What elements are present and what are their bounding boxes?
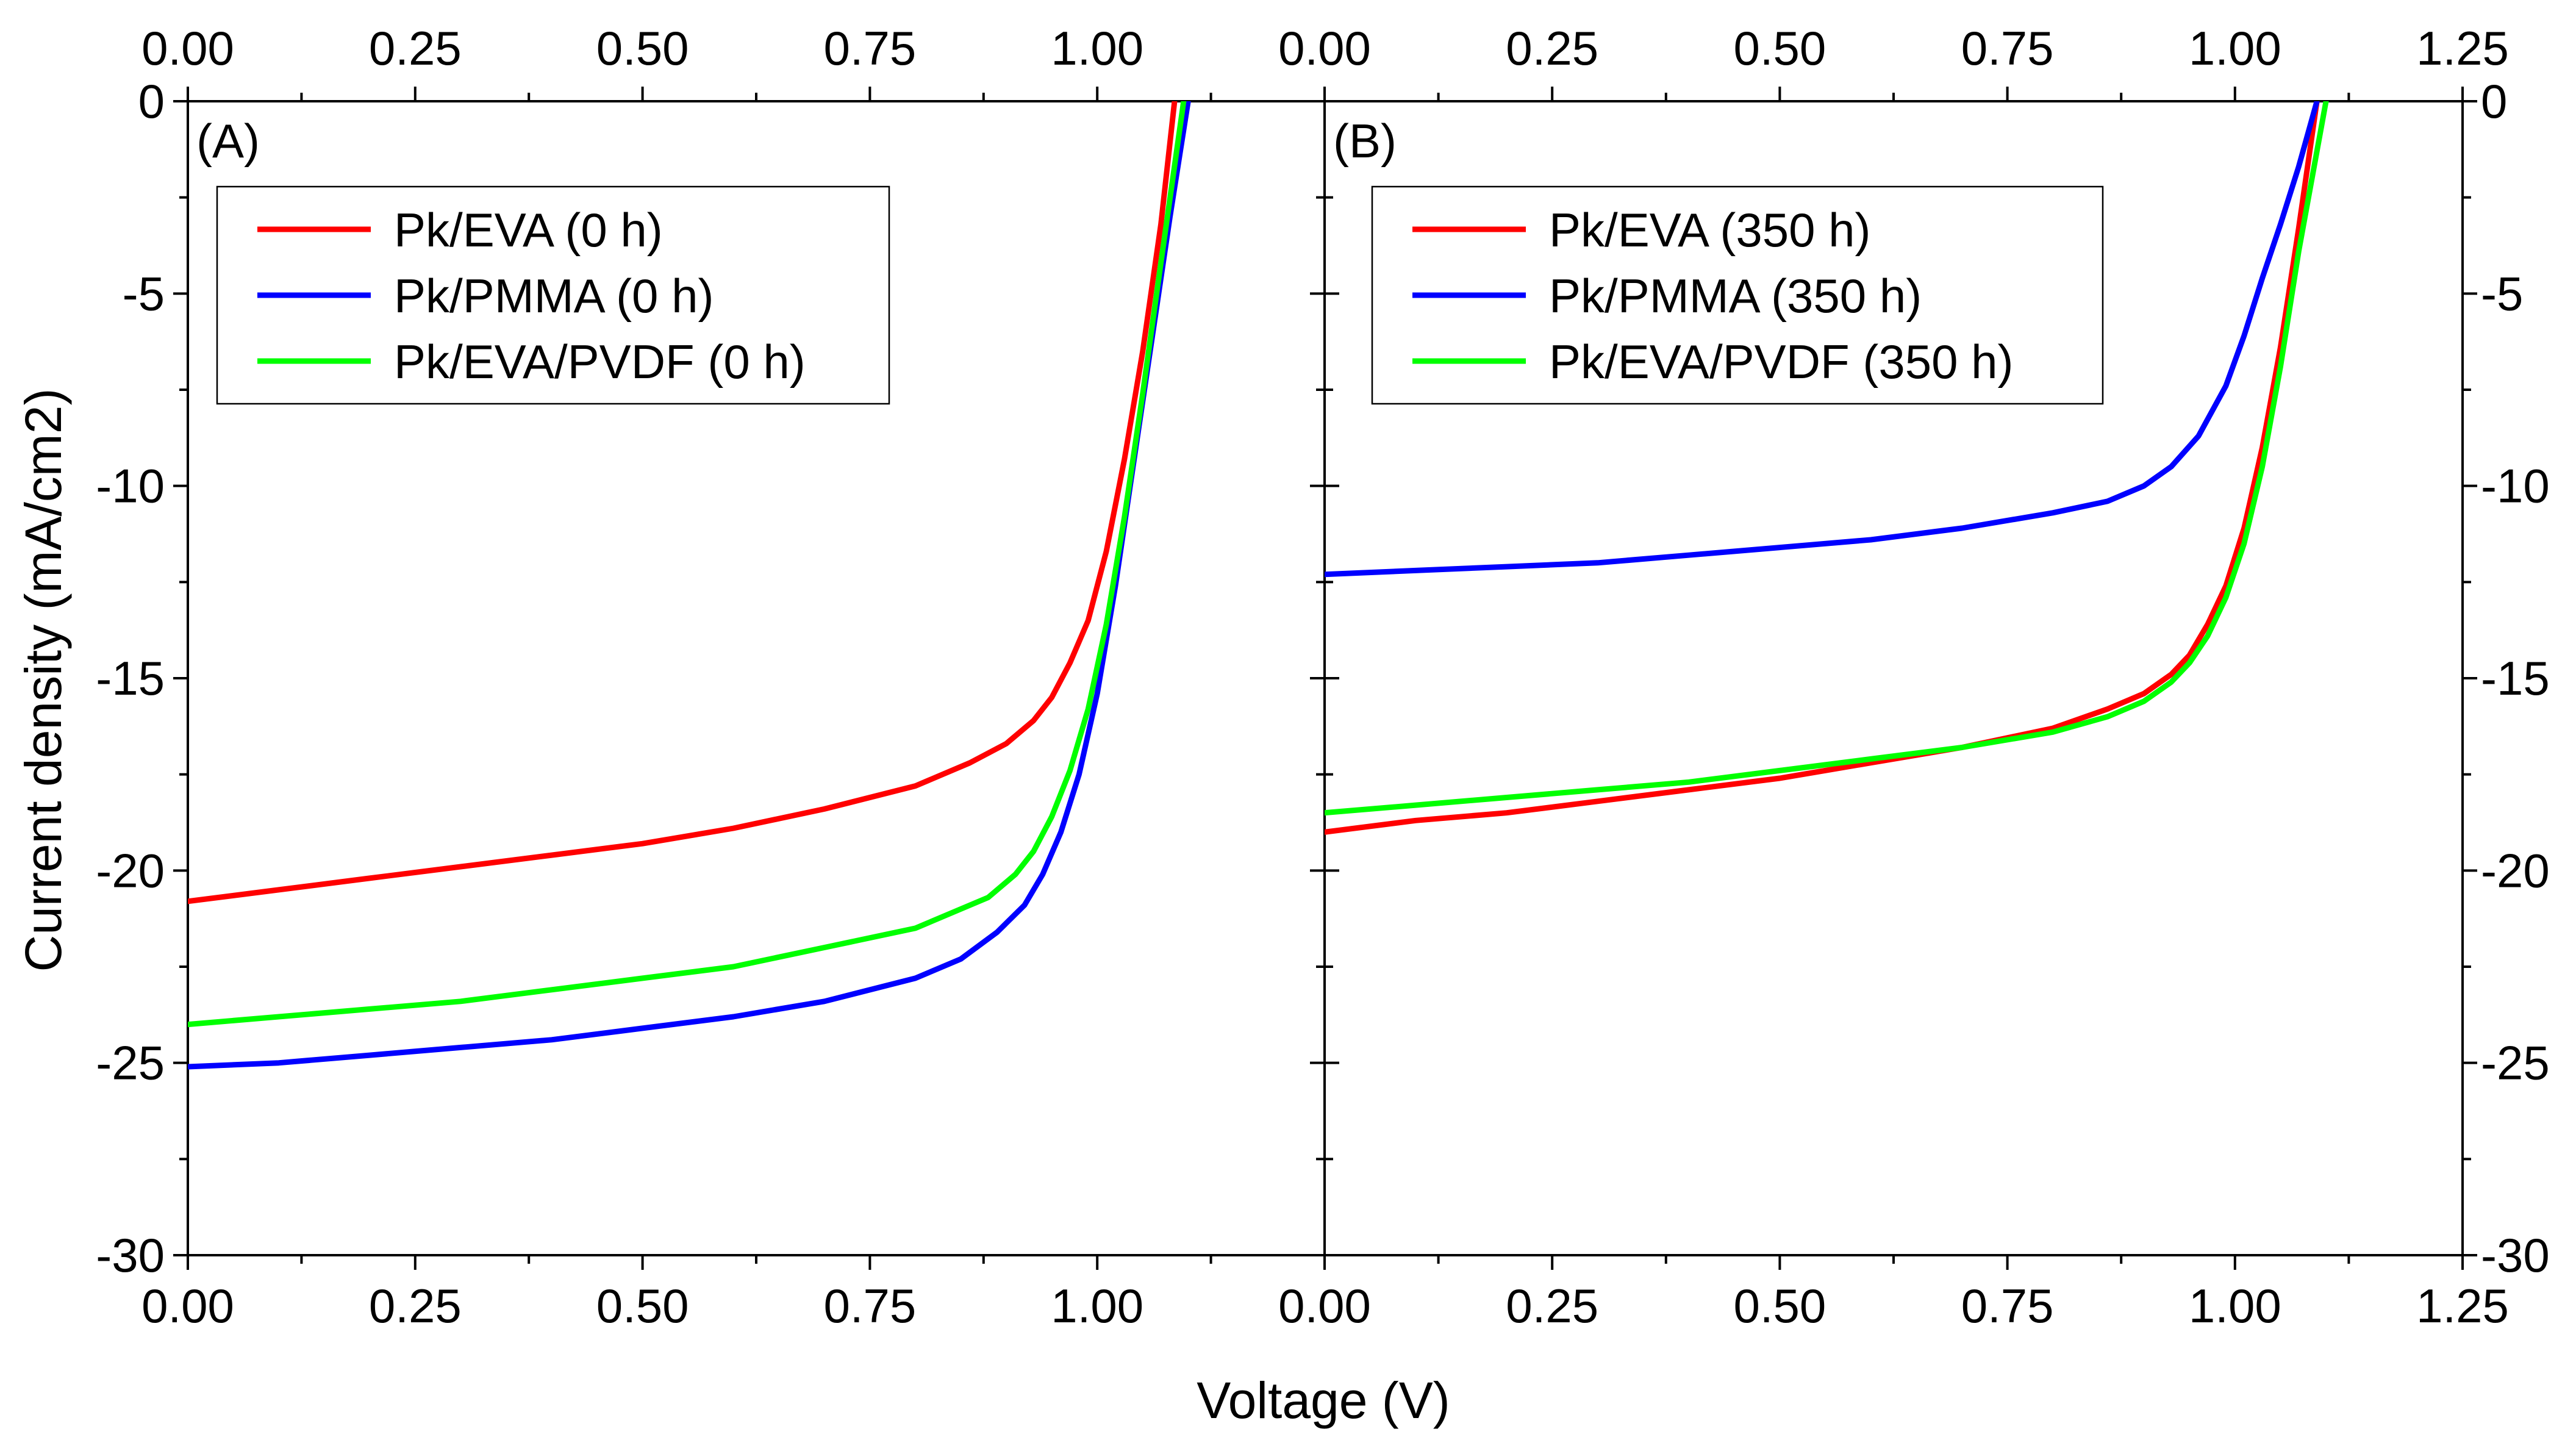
x-tick-label-top: 1.00	[2189, 21, 2281, 75]
x-tick-label-bottom: 0.50	[1733, 1279, 1826, 1333]
series-line-pk-eva-0-h	[188, 101, 1178, 904]
y-tick-label-left: -30	[96, 1228, 165, 1282]
y-tick-label-right: -15	[2481, 651, 2550, 705]
x-tick-label-top: 0.25	[369, 21, 462, 75]
legend: Pk/EVA (0 h) Pk/PMMA (0 h) Pk/EVA/PVDF (0 …	[216, 185, 890, 405]
x-tick-label-bottom: 0.75	[823, 1279, 916, 1333]
x-tick-label-top: 0.50	[1733, 21, 1826, 75]
x-axis-title: Voltage (V)	[1197, 1372, 1450, 1429]
y-tick-label-left: -20	[96, 844, 165, 897]
y-axis-title: Current density (mA/cm2)	[15, 389, 72, 972]
legend-entry: Pk/EVA (0 h)	[394, 203, 663, 257]
y-tick-label-left: -15	[96, 651, 165, 705]
panel-a: 0.00 0.00 0.25 0.25 0.50 0.50 0.75 0.75 1.00 1.00…	[96, 21, 1339, 1333]
x-tick-label-bottom: 1.00	[2189, 1279, 2281, 1333]
panel-label: (B)	[1333, 114, 1397, 168]
x-tick-label-bottom: 0.50	[596, 1279, 689, 1333]
y-tick-label-right: -10	[2481, 459, 2550, 513]
x-tick-label-bottom: 0.00	[1278, 1279, 1371, 1333]
series-line-pk-eva-pvdf-0-h	[188, 101, 1187, 1028]
series-line-pk-pmma-350-h	[1325, 101, 2320, 578]
y-tick-label-right: -30	[2481, 1228, 2550, 1282]
x-tick-label-bottom: 1.00	[1051, 1279, 1143, 1333]
y-tick-label-left: 0	[138, 74, 165, 128]
x-tick-label-bottom: 0.25	[1506, 1279, 1598, 1333]
y-tick-label-right: 0	[2481, 74, 2507, 128]
series-line-pk-eva-pvdf-350-h	[1325, 101, 2329, 816]
panel-label: (A)	[196, 114, 260, 168]
legend-entry: Pk/EVA/PVDF (0 h)	[394, 335, 806, 389]
legend: Pk/EVA (350 h) Pk/PMMA (350 h) Pk/EVA/PVDF…	[1371, 185, 2104, 405]
legend-entry: Pk/EVA (350 h)	[1549, 203, 1871, 257]
x-tick-label-top: 0.00	[1278, 21, 1371, 75]
x-tick-label-top: 0.00	[141, 21, 234, 75]
y-tick-label-left: -10	[96, 459, 165, 513]
legend-entry: Pk/PMMA (350 h)	[1549, 269, 1922, 323]
x-tick-label-bottom: 0.75	[1961, 1279, 2054, 1333]
x-tick-label-bottom: 0.00	[141, 1279, 234, 1333]
chart-panels: 0.00 0.00 0.25 0.25 0.50 0.50 0.75 0.75 1.00 1.00…	[96, 21, 2549, 1333]
y-tick-label-right: -5	[2481, 267, 2523, 320]
y-tick-label-left: -25	[96, 1036, 165, 1090]
panel-b: 0.00 0.00 0.25 0.25 0.50 0.50 0.75 0.75 1.00 1.00…	[1278, 21, 2550, 1333]
x-tick-label-bottom: 0.25	[369, 1279, 462, 1333]
y-tick-label-right: -20	[2481, 844, 2550, 897]
x-tick-label-top: 0.25	[1506, 21, 1598, 75]
y-tick-label-left: -5	[123, 267, 165, 320]
x-tick-label-top: 1.00	[1051, 21, 1143, 75]
x-tick-label-bottom: 1.25	[2416, 1279, 2509, 1333]
legend-entry: Pk/PMMA (0 h)	[394, 269, 714, 323]
x-tick-label-top: 0.75	[823, 21, 916, 75]
y-tick-label-right: -25	[2481, 1036, 2550, 1090]
series-line-pk-eva-350-h	[1325, 101, 2320, 835]
x-tick-label-top: 0.50	[596, 21, 689, 75]
x-tick-label-top: 0.75	[1961, 21, 2054, 75]
legend-entry: Pk/EVA/PVDF (350 h)	[1549, 335, 2014, 389]
x-tick-label-top: 1.25	[2416, 21, 2509, 75]
